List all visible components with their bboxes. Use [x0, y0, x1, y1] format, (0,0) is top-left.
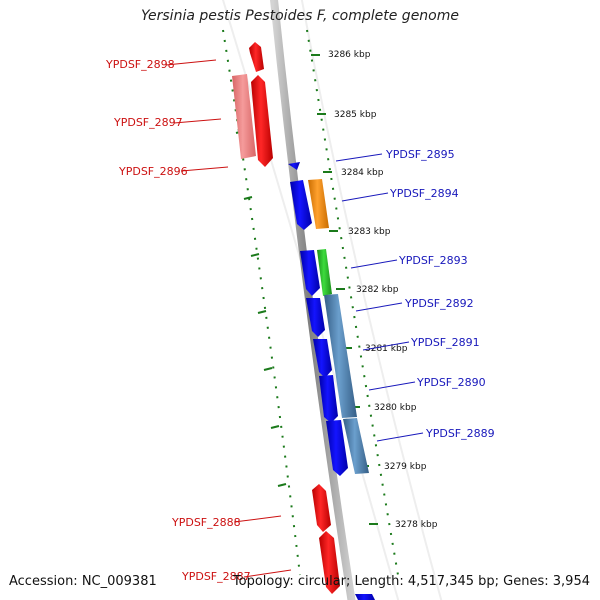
- gene-2889-blue: [326, 420, 348, 476]
- scale-label-3280: 3280 kbp: [374, 403, 417, 413]
- major-tick: [263, 367, 273, 371]
- gene-label-ypdsf-2896: YPDSF_2896: [118, 165, 188, 178]
- gene-bottom-blue: [355, 594, 375, 600]
- major-tick: [243, 196, 253, 200]
- gene-label-ypdsf-2891: YPDSF_2891: [410, 336, 480, 349]
- gene-callouts: [165, 59, 424, 578]
- left-gene-labels: YPDSF_2898 YPDSF_2897 YPDSF_2896 YPDSF_2…: [105, 58, 251, 583]
- gene-label-ypdsf-2895: YPDSF_2895: [385, 148, 455, 161]
- genome-title: Yersinia pestis Pestoides F, complete ge…: [141, 8, 459, 24]
- gene-label-ypdsf-2892: YPDSF_2892: [404, 297, 474, 310]
- gene-2892-blue: [306, 298, 325, 337]
- major-tick: [270, 425, 280, 429]
- scale-label-3285: 3285 kbp: [334, 110, 377, 120]
- gene-label-ypdsf-2894: YPDSF_2894: [389, 187, 459, 200]
- gene-top-left-pink: [232, 74, 256, 159]
- gene-2893-blue: [300, 250, 320, 296]
- scale-label-3282: 3282 kbp: [356, 285, 399, 295]
- major-tick: [257, 310, 267, 314]
- gene-2894-blue: [290, 180, 312, 230]
- gene-label-ypdsf-2890: YPDSF_2890: [416, 376, 486, 389]
- gene-2894-orange: [308, 179, 329, 229]
- scale-label-3283: 3283 kbp: [348, 227, 391, 237]
- gene-top-left-red-large: [251, 75, 273, 167]
- gene-2890-blue: [319, 375, 338, 423]
- gene-2889-steel: [343, 418, 369, 474]
- right-gene-labels: YPDSF_2895 YPDSF_2894 YPDSF_2893 YPDSF_2…: [385, 148, 495, 440]
- scale-label-3286: 3286 kbp: [328, 50, 371, 60]
- major-tick: [277, 483, 287, 487]
- scale-label-3279: 3279 kbp: [384, 462, 427, 472]
- scale-label-3284: 3284 kbp: [341, 168, 384, 178]
- gene-label-ypdsf-2889: YPDSF_2889: [425, 427, 495, 440]
- gene-bottom-red-lower: [319, 531, 340, 594]
- gene-2892-steel: [324, 294, 357, 418]
- gene-2891-blue: [313, 339, 332, 378]
- gene-label-ypdsf-2888: YPDSF_2888: [171, 516, 241, 529]
- gene-label-ypdsf-2898: YPDSF_2898: [105, 58, 175, 71]
- scale-label-3281: 3281 kbp: [365, 344, 408, 354]
- scale-labels: 3286 kbp 3285 kbp 3284 kbp 3283 kbp 3282…: [328, 50, 438, 530]
- right-outer-guide-line: [300, 0, 443, 600]
- gene-label-ypdsf-2897: YPDSF_2897: [113, 116, 183, 129]
- gene-label-ypdsf-2887: YPDSF_2887: [181, 570, 251, 583]
- major-tick: [250, 253, 260, 257]
- gene-blue-small: [288, 162, 300, 170]
- accession-text: Accession: NC_009381: [9, 574, 157, 589]
- gene-bottom-red-upper: [312, 484, 331, 532]
- scale-label-3278: 3278 kbp: [395, 520, 438, 530]
- genome-summary-text: Topology: circular; Length: 4,517,345 bp…: [232, 574, 590, 589]
- gene-layer: [232, 42, 375, 600]
- gene-top-left-red-small: [249, 42, 264, 72]
- gene-label-ypdsf-2893: YPDSF_2893: [398, 254, 468, 267]
- gene-2893-green: [317, 249, 332, 296]
